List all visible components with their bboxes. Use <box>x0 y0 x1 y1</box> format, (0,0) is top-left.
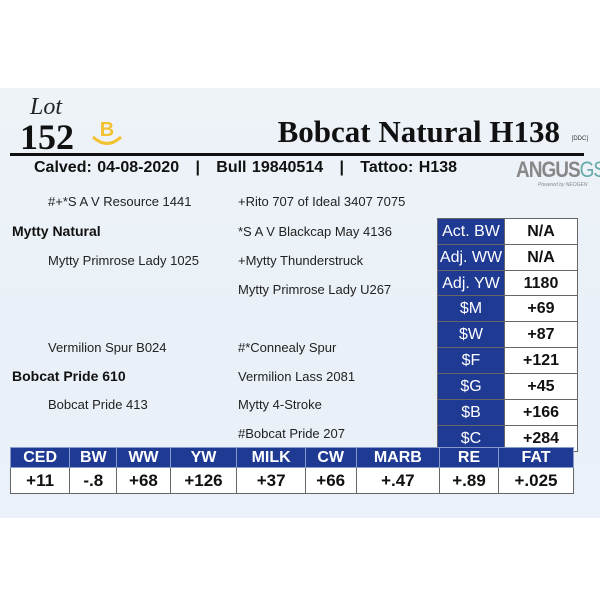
row-value: +166 <box>504 399 578 426</box>
sire: Mytty Natural <box>12 223 101 239</box>
dd-sire: Mytty 4-Stroke <box>238 397 322 412</box>
table-row: Adj. WW N/A <box>437 244 578 271</box>
epd-header: WW <box>116 447 171 468</box>
sd-sire: +Mytty Thunderstruck <box>238 253 364 268</box>
row-value: +69 <box>504 295 578 322</box>
ss-sire: +Rito 707 of Ideal 3407 7075 <box>238 194 406 209</box>
epd-value: +.47 <box>355 467 441 494</box>
dd-dam: #Bobcat Pride 207 <box>238 426 345 441</box>
epd-header: MARB <box>355 447 441 468</box>
epd-header: YW <box>169 447 238 468</box>
table-row: $G +45 <box>437 373 578 400</box>
divider <box>10 153 584 156</box>
epd-value-row: +11 -.8 +68 +126 +37 +66 +.47 +.89 +.025 <box>9 467 575 494</box>
epd-header: CED <box>9 447 71 468</box>
dam: Bobcat Pride 610 <box>12 368 126 384</box>
epd-header: CW <box>304 447 357 468</box>
epd-header: FAT <box>497 447 575 468</box>
calved-date: Calved: 04-08-2020 <box>34 159 180 176</box>
epd-header: BW <box>69 447 118 468</box>
epd-value: +.025 <box>497 467 575 494</box>
row-value: +45 <box>504 373 578 400</box>
row-value: N/A <box>504 244 578 271</box>
table-row: Act. BW N/A <box>437 218 578 245</box>
epd-value: +.89 <box>439 467 499 494</box>
separator: | <box>339 159 344 176</box>
ds-dam: Vermilion Lass 2081 <box>238 369 356 384</box>
lot-label: Lot <box>30 94 63 120</box>
table-row: Adj. YW 1180 <box>437 270 578 297</box>
dam-dam: Bobcat Pride 413 <box>48 397 148 412</box>
epd-value: +66 <box>304 467 357 494</box>
lot-number: 152 <box>20 117 74 157</box>
index-table: $M +69 $W +87 $F +121 $G +45 $B +166 $C +284 <box>437 295 578 452</box>
animal-info: Calved: 04-08-2020 | Bull 19840514 | Tat… <box>34 159 457 177</box>
ds-sire: #*Connealy Spur <box>238 340 337 355</box>
row-value: +87 <box>504 321 578 348</box>
performance-table: Act. BW N/A Adj. WW N/A Adj. YW 1180 <box>437 218 578 297</box>
row-label: $B <box>437 399 505 426</box>
table-row: $F +121 <box>437 347 578 374</box>
row-label: Adj. YW <box>437 270 505 297</box>
row-label: $M <box>437 295 505 322</box>
table-row: $W +87 <box>437 321 578 348</box>
table-row: $B +166 <box>437 399 578 426</box>
epd-value: +68 <box>116 467 171 494</box>
epd-value: +11 <box>9 467 71 494</box>
animal-name: Bobcat Natural H138 <box>277 114 560 149</box>
ss-dam: *S A V Blackcap May 4136 <box>238 224 392 239</box>
epd-header-row: CED BW WW YW MILK CW MARB RE FAT <box>9 447 575 468</box>
sd-dam: Mytty Primrose Lady U267 <box>238 282 392 297</box>
row-value: N/A <box>504 218 578 245</box>
row-label: $G <box>437 373 505 400</box>
row-value: +121 <box>504 347 578 374</box>
row-value: 1180 <box>504 270 578 297</box>
epd-value: -.8 <box>69 467 118 494</box>
dam-sire: Vermilion Spur B024 <box>48 340 167 355</box>
angus-gs-logo: ANGUSGS <box>516 158 600 183</box>
sire-sire: #+*S A V Resource 1441 <box>48 194 192 209</box>
epd-table: CED BW WW YW MILK CW MARB RE FAT +11 -.8 +68 +126 +3… <box>9 447 575 494</box>
sire-dam: Mytty Primrose Lady 1025 <box>48 253 200 268</box>
powered-by: Powered by NEOGEN <box>538 182 588 188</box>
epd-value: +37 <box>236 467 306 494</box>
epd-header: MILK <box>236 447 306 468</box>
separator: | <box>195 159 200 176</box>
epd-header: RE <box>439 447 499 468</box>
table-row: $M +69 <box>437 295 578 322</box>
epd-value: +126 <box>169 467 238 494</box>
row-label: Act. BW <box>437 218 505 245</box>
row-label: Adj. WW <box>437 244 505 271</box>
animal-tag: [DDC] <box>571 136 588 142</box>
bull-badge-icon: B <box>91 119 123 145</box>
svg-text:B: B <box>100 119 114 141</box>
row-label: $W <box>437 321 505 348</box>
registration: Bull 19840514 <box>216 159 324 176</box>
row-label: $F <box>437 347 505 374</box>
tattoo: Tattoo: H138 <box>360 159 458 176</box>
